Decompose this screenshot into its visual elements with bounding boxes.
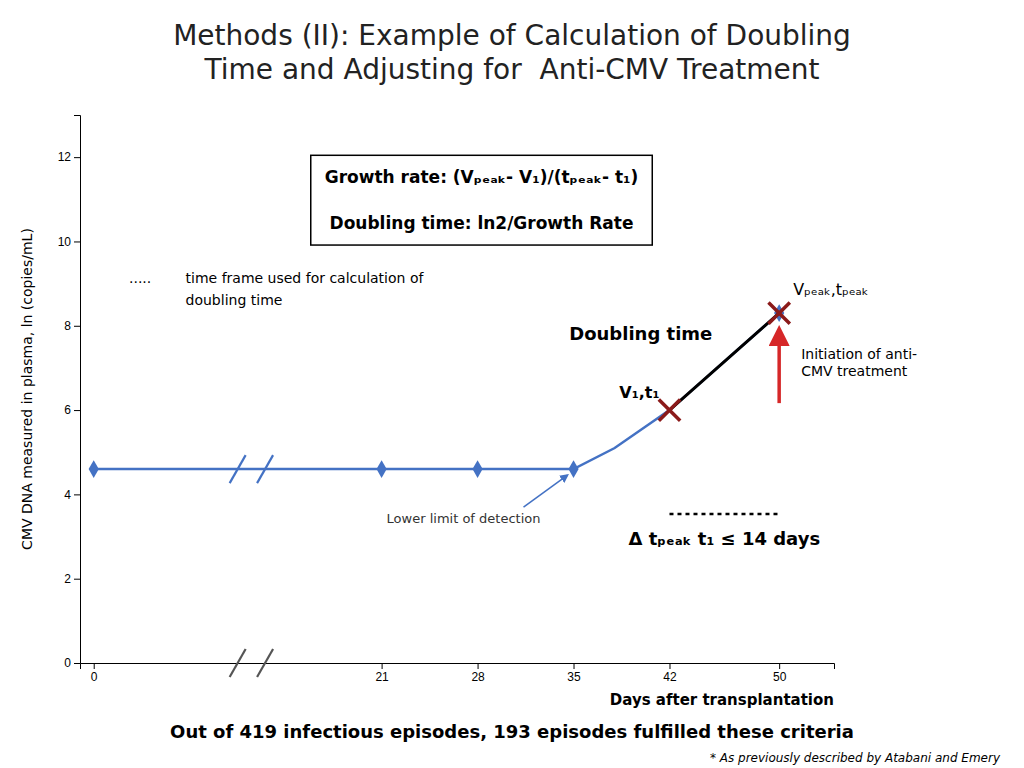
tick-label: 0 [64,656,71,670]
tick-mark [669,663,670,669]
axis-break [230,455,246,483]
axis: 0 21 28 35 42 50 [81,663,835,684]
tick: 21 [375,663,389,684]
title: Methods (II): Example of Calculation of … [173,19,851,86]
tick-label: 8 [64,319,71,333]
tick-mark [74,410,80,411]
axis-break [230,649,246,677]
tick-mark [74,241,80,242]
tick-label: 2 [64,572,71,586]
tick-mark [94,663,95,669]
arrow [524,475,568,507]
tick: 2 [64,572,80,586]
marker [568,460,578,478]
tick-mark [74,663,80,664]
arrow [777,329,781,403]
label: V₁,t₁ [619,383,659,402]
text-line: CMV treatment [801,363,908,379]
tick-mark [478,663,479,669]
tick-label: 50 [773,670,787,684]
tick-mark [779,663,780,669]
tick-label: 4 [64,488,71,502]
axis-break [257,455,273,483]
axis: 0 2 4 6 8 10 12 [58,116,81,671]
tick-label: 21 [375,670,389,684]
marker [377,460,387,478]
formula: Doubling time: ln2/Growth Rate [330,213,634,233]
text-line: Initiation of anti- [801,346,917,362]
tick: 42 [663,663,677,684]
tick-mark [74,494,80,495]
tick: 4 [64,488,80,502]
tick: 8 [64,319,80,333]
text-line: Methods (II): Example of Calculation of … [173,19,851,52]
label: Vₚₑₐₖ,tₚₑₐₖ [793,280,869,299]
tick: 35 [567,663,581,684]
annotations: Growth rate: (Vₚₑₐₖ- V₁)/(tₚₑₐₖ- t₁) Doub… [129,155,917,677]
axis-line [74,116,81,664]
axis-break [257,649,273,677]
tick: 6 [64,403,80,417]
footnote: * As previously described by Atabani and… [710,751,1001,765]
tick-label: 12 [58,150,72,164]
label: Δ tₚₑₐₖ t₁ ≤ 14 days [628,528,820,549]
axis-line [81,664,835,670]
tick-label: 0 [91,670,98,684]
marker [472,460,482,478]
marks [89,302,790,477]
label: Initiation of anti-CMV treatment [801,346,917,379]
note: time frame used for calculation of [186,270,425,286]
tick-label: 35 [567,670,581,684]
text-line: Time and Adjusting for Anti-CMV Treatmen… [203,53,819,86]
tick-label: 6 [64,403,71,417]
x-axis-title: Days after transplantation [610,691,834,709]
tick-mark [382,663,383,669]
formula: Growth rate: (Vₚₑₐₖ- V₁)/(tₚₑₐₖ- t₁) [325,167,639,187]
tick: 12 [58,150,80,164]
label: Lower limit of detection [387,511,541,526]
plot: 0 21 28 35 42 50 0 2 4 6 8 10 12 Growth rate: (Vₚₑₐₖ-… [58,116,917,684]
tick-mark [574,663,575,669]
tick-mark [74,157,80,158]
tick: 10 [58,235,80,249]
note: ..... [129,270,151,286]
marker [659,399,680,420]
note: doubling time [186,292,283,308]
tick: 0 [91,663,98,684]
chart: Methods (II): Example of Calculation of … [0,0,1024,768]
tick-label: 28 [471,670,485,684]
marker [768,302,789,323]
formula-frame [311,155,653,245]
tick-label: 42 [663,670,677,684]
caption: Out of 419 infectious episodes, 193 epis… [170,721,854,742]
label: Doubling time [569,323,712,344]
tick: 50 [773,663,787,684]
tick-mark [74,326,80,327]
tick-mark [74,579,80,580]
marker [89,460,99,478]
time-span [669,513,779,516]
tick: 28 [471,663,485,684]
y-axis-title: CMV DNA measured in plasma, ln (copies/m… [19,228,35,550]
tick-label: 10 [58,235,72,249]
line [94,313,779,469]
tick: 0 [64,656,80,670]
formula-box: Growth rate: (Vₚₑₐₖ- V₁)/(tₚₑₐₖ- t₁) Doub… [311,155,653,245]
